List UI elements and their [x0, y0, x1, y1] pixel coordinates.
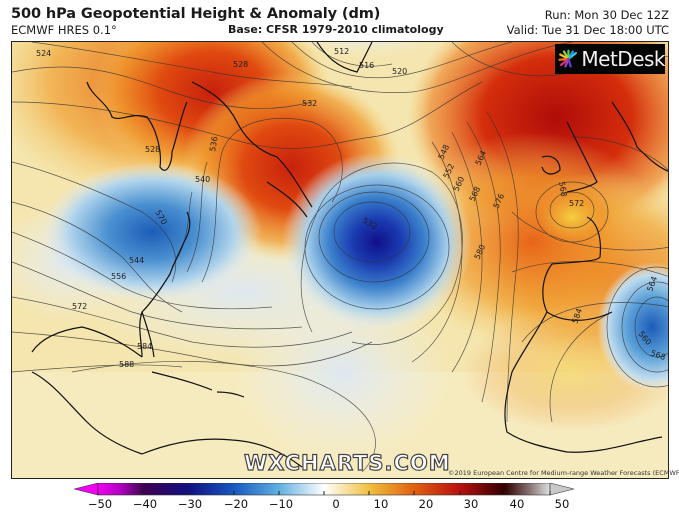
contour-label: 528: [145, 145, 160, 154]
run-time-label: Run: Mon 30 Dec 12Z: [544, 8, 669, 22]
colorbar-tick: 0: [332, 497, 340, 511]
contour-label: 572: [72, 302, 87, 311]
base-climatology-label: Base: CFSR 1979-2010 climatology: [228, 23, 444, 36]
anomaly-colorbar: [74, 483, 575, 496]
contour-label: 572: [569, 199, 584, 208]
wxcharts-watermark: WXCHARTS.COM: [243, 450, 451, 475]
valid-time-label: Valid: Tue 31 Dec 18:00 UTC: [506, 23, 669, 37]
contour-label: 512: [334, 47, 349, 56]
metdesk-wordmark: MetDesk: [581, 47, 665, 71]
contour-label: 568: [557, 181, 569, 198]
colorbar-tick: 20: [418, 497, 434, 511]
coastlines: [31, 42, 668, 468]
contour-label: 536: [208, 136, 220, 153]
colorbar-tick: 40: [509, 497, 525, 511]
contour-label: 524: [36, 49, 51, 58]
colorbar-tick: 50: [554, 497, 570, 511]
contour-label: 544: [129, 256, 144, 265]
contour-label: 520: [392, 67, 407, 76]
colorbar-tick: −40: [132, 497, 158, 511]
contour-label: 540: [195, 175, 210, 184]
colorbar-tick: −10: [268, 497, 294, 511]
contour-label: 532: [302, 99, 317, 108]
contour-label: 588: [119, 360, 134, 369]
chart-title: 500 hPa Geopotential Height & Anomaly (d…: [11, 6, 381, 22]
anomaly-map: 524 528 512 516 520 532 536 528 540 548 …: [11, 41, 669, 479]
contour-label: 516: [359, 61, 374, 70]
contour-label: 556: [111, 272, 126, 281]
copyright-notice: ©2019 European Centre for Medium-range W…: [448, 469, 679, 477]
contour-label: 528: [233, 60, 248, 69]
colorbar-tick: 30: [463, 497, 479, 511]
model-label: ECMWF HRES 0.1°: [11, 23, 117, 37]
contour-label: 584: [137, 342, 152, 351]
colorbar-tick: −50: [87, 497, 113, 511]
colorbar-tick: −30: [177, 497, 203, 511]
colorbar-tick: −20: [223, 497, 249, 511]
metdesk-logo: MetDesk: [555, 44, 665, 74]
colorbar-tick: 10: [373, 497, 389, 511]
metdesk-burst-icon: [558, 49, 578, 68]
